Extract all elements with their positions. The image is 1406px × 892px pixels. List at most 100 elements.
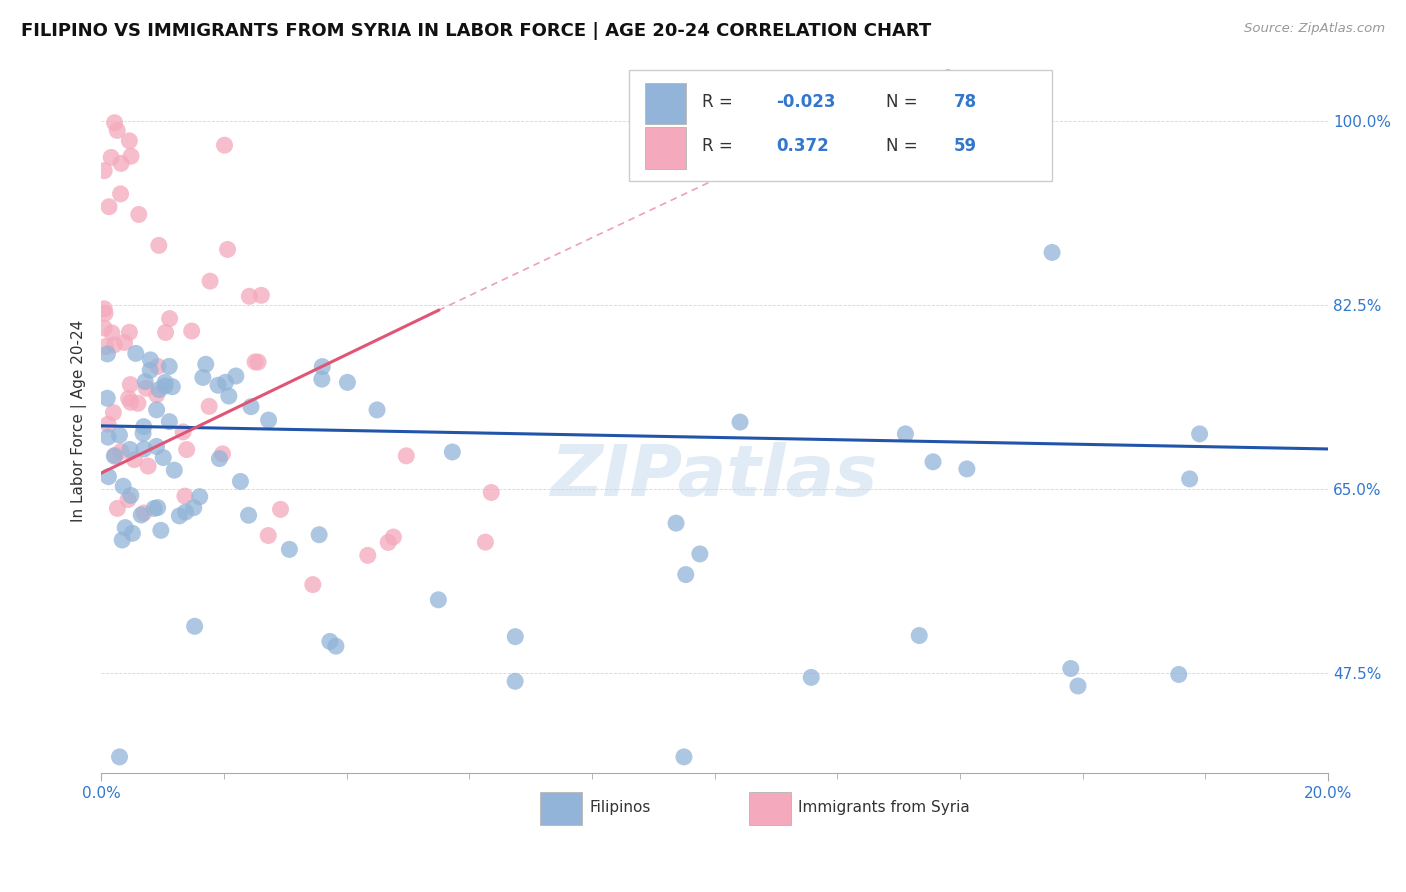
Point [111, 533, 134, 547]
Point [1167, 667, 1189, 681]
Point [172, 425, 194, 439]
Point [152, 450, 174, 465]
Text: -0.023: -0.023 [776, 93, 835, 111]
Point [243, 355, 266, 369]
Point [96, 391, 118, 405]
Point [325, 639, 347, 653]
Text: FILIPINO VS IMMIGRANTS FROM SYRIA IN LABOR FORCE | AGE 20-24 CORRELATION CHART: FILIPINO VS IMMIGRANTS FROM SYRIA IN LAB… [21, 22, 931, 40]
Point [503, 674, 526, 689]
Point [503, 630, 526, 644]
Point [97, 469, 120, 483]
Text: Source: ZipAtlas.com: Source: ZipAtlas.com [1244, 22, 1385, 36]
Point [163, 463, 186, 477]
Point [145, 402, 167, 417]
Text: Immigrants from Syria: Immigrants from Syria [799, 800, 970, 815]
Point [143, 501, 166, 516]
Point [139, 363, 162, 377]
Point [120, 149, 142, 163]
Point [169, 508, 191, 523]
Point [108, 750, 131, 764]
FancyBboxPatch shape [749, 792, 790, 825]
Point [132, 442, 155, 456]
Point [117, 492, 139, 507]
Point [159, 311, 181, 326]
Point [103, 449, 125, 463]
Point [127, 396, 149, 410]
Point [145, 387, 167, 401]
Point [128, 207, 150, 221]
Point [922, 455, 945, 469]
Point [157, 415, 180, 429]
Point [108, 428, 131, 442]
Point [176, 442, 198, 457]
Point [183, 619, 205, 633]
Point [118, 134, 141, 148]
Text: R =: R = [703, 137, 738, 155]
Point [146, 359, 169, 374]
Point [1040, 245, 1063, 260]
Point [278, 542, 301, 557]
Point [183, 500, 205, 515]
Point [149, 524, 172, 538]
Point [155, 326, 177, 340]
Point [148, 383, 170, 397]
Point [146, 500, 169, 515]
Point [188, 490, 211, 504]
Text: ZIPatlas: ZIPatlas [551, 442, 879, 511]
Point [194, 357, 217, 371]
Point [308, 527, 330, 541]
Point [336, 376, 359, 390]
Point [211, 447, 233, 461]
Point [121, 526, 143, 541]
Point [198, 274, 221, 288]
Text: 59: 59 [953, 137, 977, 155]
Point [257, 528, 280, 542]
Point [357, 549, 380, 563]
Point [129, 508, 152, 522]
Point [103, 338, 125, 352]
Point [382, 530, 405, 544]
Point [93, 301, 115, 316]
Point [110, 186, 132, 201]
Point [675, 567, 697, 582]
Text: Filipinos: Filipinos [589, 800, 651, 815]
Point [270, 502, 292, 516]
Point [301, 577, 323, 591]
Point [110, 156, 132, 170]
Point [139, 352, 162, 367]
Point [101, 326, 124, 340]
Point [125, 346, 148, 360]
Point [96, 347, 118, 361]
Point [479, 485, 502, 500]
Point [207, 378, 229, 392]
Point [174, 489, 197, 503]
Point [104, 448, 127, 462]
Point [174, 505, 197, 519]
Point [257, 413, 280, 427]
FancyBboxPatch shape [645, 83, 686, 124]
Point [114, 520, 136, 534]
Point [250, 288, 273, 302]
Point [366, 403, 388, 417]
Point [441, 445, 464, 459]
Point [135, 381, 157, 395]
Point [238, 508, 260, 523]
Point [728, 415, 751, 429]
Point [1178, 472, 1201, 486]
Point [103, 116, 125, 130]
Point [311, 372, 333, 386]
Point [103, 405, 125, 419]
Point [110, 444, 132, 458]
Point [180, 324, 202, 338]
Point [105, 123, 128, 137]
Point [134, 375, 156, 389]
Point [218, 389, 240, 403]
Y-axis label: In Labor Force | Age 20-24: In Labor Force | Age 20-24 [72, 319, 87, 522]
Point [217, 243, 239, 257]
Point [238, 289, 260, 303]
Point [1188, 426, 1211, 441]
FancyBboxPatch shape [645, 127, 686, 169]
Point [191, 370, 214, 384]
Point [105, 501, 128, 516]
FancyBboxPatch shape [628, 70, 1052, 181]
